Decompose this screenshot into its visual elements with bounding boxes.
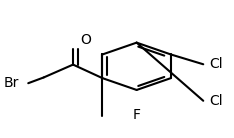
Text: Cl: Cl xyxy=(209,57,223,71)
Text: O: O xyxy=(80,33,91,47)
Text: F: F xyxy=(133,108,141,122)
Text: Br: Br xyxy=(4,76,19,90)
Text: Cl: Cl xyxy=(209,94,223,108)
